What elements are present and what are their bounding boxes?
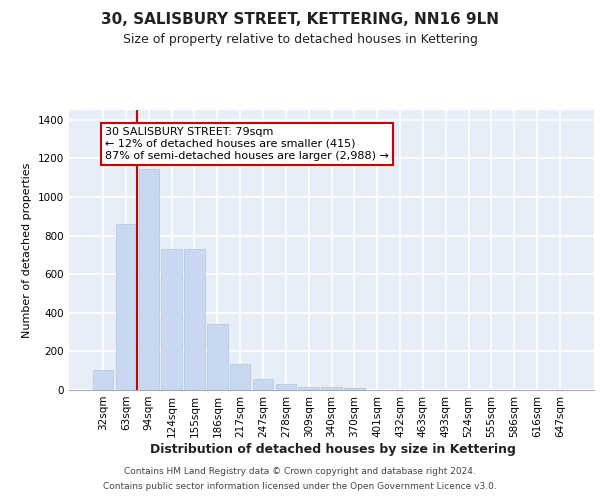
Bar (321, 386, 342, 390)
Bar (161, 249, 182, 390)
Bar (116, 224, 136, 390)
Text: Size of property relative to detached houses in Kettering: Size of property relative to detached ho… (122, 32, 478, 46)
Text: Contains public sector information licensed under the Open Government Licence v3: Contains public sector information licen… (103, 482, 497, 491)
Bar (139, 170, 159, 390)
Text: 30, SALISBURY STREET, KETTERING, NN16 9LN: 30, SALISBURY STREET, KETTERING, NN16 9L… (101, 12, 499, 28)
Bar (344, 388, 365, 390)
Bar (253, 379, 273, 390)
Text: Distribution of detached houses by size in Kettering: Distribution of detached houses by size … (150, 442, 516, 456)
Y-axis label: Number of detached properties: Number of detached properties (22, 162, 32, 338)
Text: 30 SALISBURY STREET: 79sqm
← 12% of detached houses are smaller (415)
87% of sem: 30 SALISBURY STREET: 79sqm ← 12% of deta… (105, 128, 389, 160)
Bar (275, 384, 296, 390)
Text: Contains HM Land Registry data © Crown copyright and database right 2024.: Contains HM Land Registry data © Crown c… (124, 467, 476, 476)
Bar (93, 370, 113, 390)
Bar (230, 364, 250, 390)
Bar (298, 386, 319, 390)
Bar (207, 324, 227, 390)
Bar (184, 249, 205, 390)
